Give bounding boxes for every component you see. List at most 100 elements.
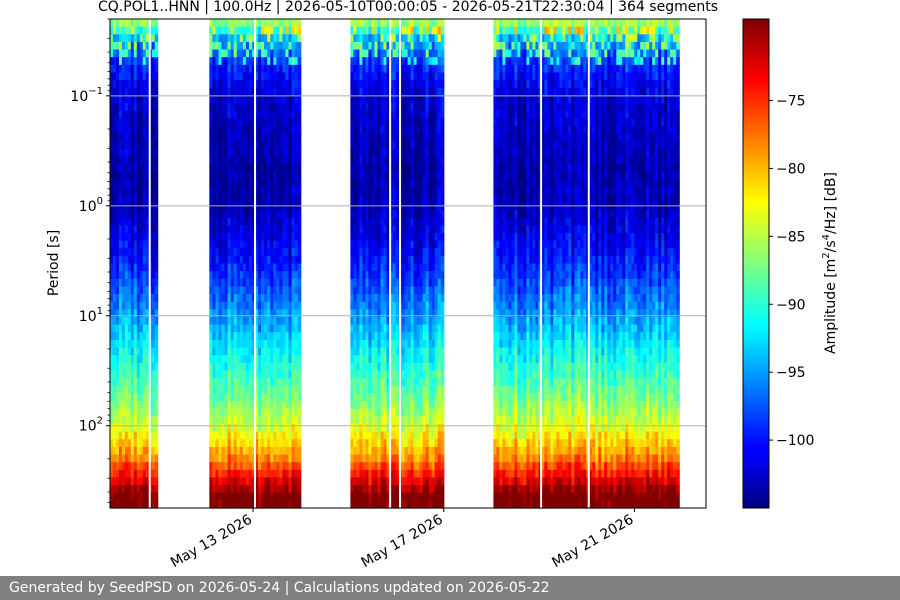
- heatmap-cell: [145, 72, 150, 81]
- heatmap-cell: [374, 324, 379, 333]
- heatmap-cell: [258, 80, 262, 89]
- heatmap-cell: [353, 118, 358, 127]
- heatmap-cell: [359, 423, 364, 433]
- heatmap-cell: [392, 309, 397, 318]
- heatmap-cell: [425, 248, 430, 257]
- heatmap-cell: [383, 332, 388, 341]
- heatmap-cell: [136, 248, 141, 257]
- heatmap-cell: [233, 64, 238, 74]
- heatmap-cell: [242, 316, 247, 326]
- heatmap-cell: [261, 133, 265, 142]
- heatmap-cell: [359, 355, 364, 364]
- heatmap-cell: [139, 301, 144, 310]
- heatmap-cell: [215, 225, 220, 234]
- heatmap-cell: [227, 385, 232, 394]
- heatmap-cell: [112, 263, 117, 272]
- heatmap-cell: [142, 485, 147, 494]
- heatmap-cell: [350, 87, 354, 97]
- heatmap-cell: [422, 133, 427, 142]
- heatmap-cell: [142, 164, 147, 173]
- heatmap-cell: [377, 278, 382, 288]
- heatmap-cell: [380, 454, 385, 463]
- heatmap-cell: [365, 294, 370, 303]
- heatmap-cell: [130, 355, 135, 364]
- heatmap-cell: [230, 286, 235, 295]
- heatmap-cell: [236, 232, 241, 242]
- heatmap-cell: [245, 401, 250, 410]
- heatmap-cell: [431, 26, 436, 35]
- heatmap-cell: [294, 439, 299, 448]
- heatmap-cell: [386, 416, 391, 425]
- heatmap-cell: [110, 217, 114, 226]
- heatmap-cell: [136, 408, 141, 417]
- heatmap-cell: [493, 492, 498, 501]
- heatmap-cell: [145, 462, 150, 471]
- heatmap-cell: [110, 49, 114, 58]
- heatmap-cell: [151, 187, 156, 196]
- heatmap-cell: [142, 41, 147, 51]
- heatmap-cell: [401, 41, 406, 51]
- heatmap-cell: [270, 19, 274, 28]
- heatmap-cell: [362, 309, 367, 318]
- heatmap-cell: [404, 171, 409, 181]
- heatmap-cell: [233, 110, 238, 119]
- heatmap-cell: [291, 385, 296, 394]
- heatmap-cell: [261, 347, 265, 356]
- heatmap-cell: [392, 263, 397, 272]
- heatmap-cell: [261, 125, 265, 135]
- heatmap-cell: [151, 133, 156, 142]
- heatmap-cell: [273, 454, 277, 463]
- heatmap-cell: [236, 477, 241, 486]
- heatmap-cell: [365, 26, 370, 35]
- heatmap-cell: [288, 164, 293, 173]
- heatmap-cell: [291, 95, 296, 104]
- heatmap-cell: [407, 324, 412, 333]
- heatmap-cell: [236, 187, 241, 196]
- heatmap-cell: [353, 462, 358, 471]
- heatmap-cell: [221, 423, 226, 433]
- heatmap-cell: [294, 72, 299, 81]
- heatmap-cell: [276, 232, 280, 242]
- heatmap-cell: [365, 34, 370, 43]
- heatmap-cell: [282, 72, 287, 81]
- heatmap-cell: [410, 469, 415, 479]
- heatmap-cell: [377, 103, 382, 112]
- heatmap-cell: [261, 408, 265, 417]
- heatmap-cell: [359, 125, 364, 135]
- heatmap-cell: [221, 339, 226, 349]
- heatmap-cell: [261, 294, 265, 303]
- heatmap-cell: [115, 41, 120, 51]
- heatmap-cell: [416, 217, 421, 226]
- heatmap-cell: [416, 164, 421, 173]
- heatmap-cell: [139, 80, 144, 89]
- heatmap-cell: [209, 477, 213, 486]
- heatmap-cell: [236, 103, 241, 112]
- heatmap-cell: [218, 423, 223, 433]
- heatmap-cell: [416, 423, 421, 433]
- heatmap-cell: [218, 355, 223, 364]
- heatmap-cell: [279, 439, 284, 448]
- heatmap-cell: [437, 316, 442, 326]
- heatmap-cell: [127, 500, 132, 509]
- heatmap-cell: [124, 125, 129, 135]
- heatmap-cell: [112, 103, 117, 112]
- heatmap-cell: [124, 500, 129, 509]
- heatmap-cell: [139, 347, 144, 356]
- heatmap-cell: [392, 370, 397, 379]
- heatmap-cell: [413, 385, 418, 394]
- heatmap-cell: [267, 286, 271, 295]
- heatmap-cell: [377, 49, 382, 58]
- heatmap-cell: [297, 347, 302, 356]
- heatmap-cell: [145, 164, 150, 173]
- heatmap-cell: [416, 301, 421, 310]
- heatmap-cell: [139, 133, 144, 142]
- heatmap-cell: [218, 454, 223, 463]
- heatmap-cell: [350, 202, 354, 211]
- heatmap-cell: [425, 133, 430, 142]
- heatmap-cell: [121, 232, 126, 242]
- heatmap-cell: [154, 385, 159, 394]
- heatmap-cell: [224, 72, 229, 81]
- heatmap-cell: [386, 232, 391, 242]
- heatmap-cell: [389, 148, 394, 158]
- heatmap-cell: [221, 133, 226, 142]
